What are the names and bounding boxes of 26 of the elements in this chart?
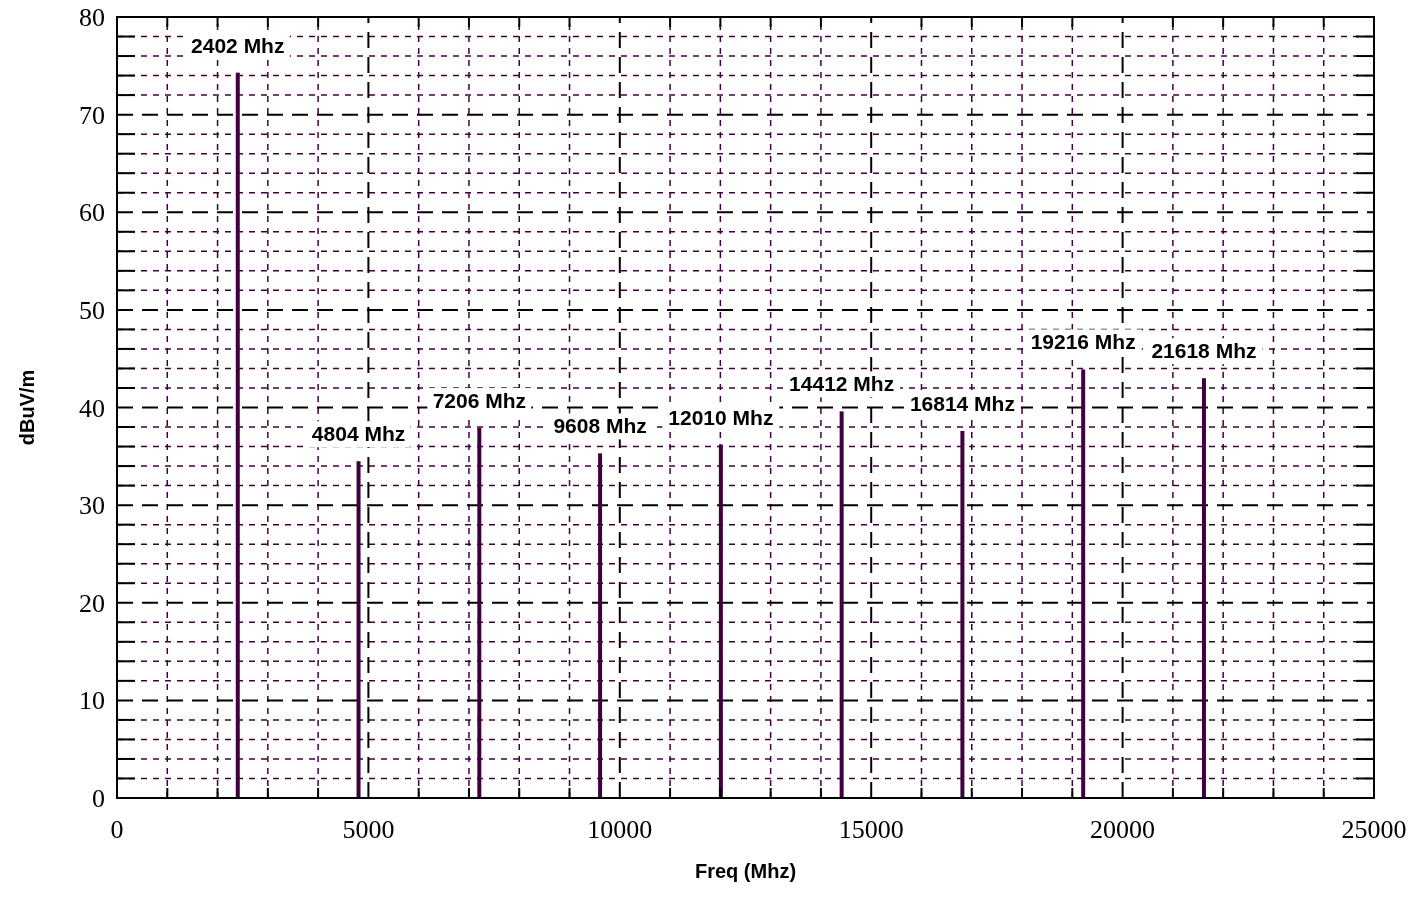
y-tick-label: 0 [92,784,105,813]
x-axis-title: Freq (Mhz) [694,860,797,882]
y-axis-title: dBuV/m [16,369,38,446]
y-tick-label: 60 [79,198,105,228]
x-tick-label: 25000 [1341,815,1407,844]
y-tick-label: 30 [79,491,105,521]
x-tick-label: 20000 [1090,815,1156,844]
y-tick-label: 10 [79,686,105,716]
x-tick-label: 0 [110,815,124,844]
annotation: 2402 Mhz [191,33,285,57]
x-tick-label: 5000 [342,815,395,844]
y-tick-label: 40 [79,393,105,423]
x-tick-label: 10000 [587,815,653,844]
annotation: 21618 Mhz [1151,339,1257,363]
y-tick-label: 20 [79,588,105,618]
annotation: 12010 Mhz [668,405,774,429]
annotation: 4804 Mhz [311,422,406,446]
y-tick-label: 50 [79,295,105,325]
x-tick-label: 15000 [838,815,904,844]
annotation: 19216 Mhz [1030,330,1136,354]
annotation: 9608 Mhz [553,414,647,438]
annotation: 14412 Mhz [789,372,895,396]
y-tick-label: 80 [79,3,105,32]
annotation: 7206 Mhz [432,389,527,412]
annotation: 16814 Mhz [909,391,1015,415]
y-tick-label: 70 [79,100,105,130]
